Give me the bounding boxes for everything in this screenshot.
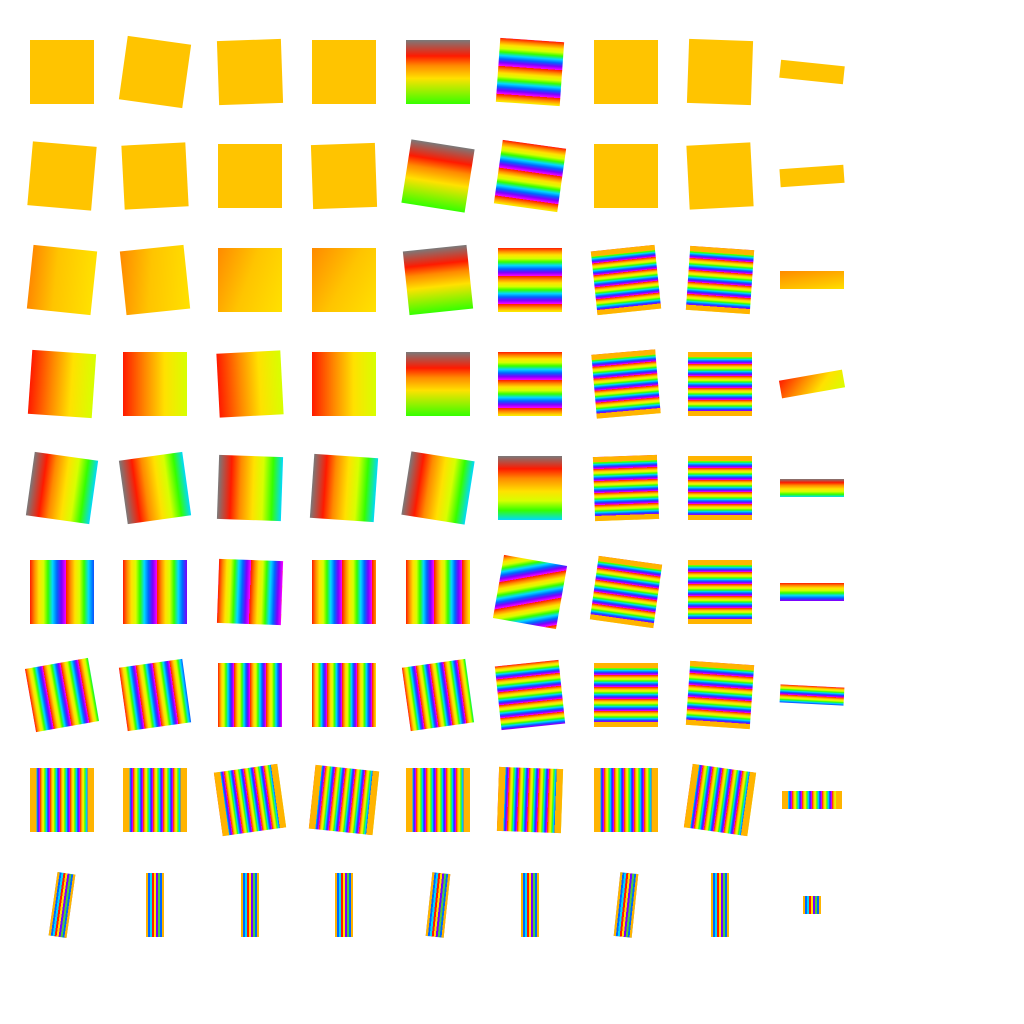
- texture-tile-r9-c3: [241, 873, 259, 937]
- texture-tile-r1-c6: [496, 38, 564, 106]
- texture-tile-r3-c9: [780, 271, 844, 289]
- texture-tile-r6-c3: [217, 559, 283, 625]
- texture-tile-r6-c6: [493, 555, 567, 629]
- texture-tile-r3-c1: [27, 245, 97, 315]
- texture-tile-r7-c3: [218, 663, 282, 727]
- texture-tile-r6-c4: [312, 560, 376, 624]
- texture-tile-r3-c4: [312, 248, 376, 312]
- texture-tile-r7-c4: [312, 663, 376, 727]
- texture-tile-r7-c5: [402, 659, 474, 731]
- texture-tile-r8-c6: [497, 767, 563, 833]
- texture-tile-r3-c8: [686, 246, 754, 314]
- texture-tile-r2-c1: [27, 141, 96, 210]
- texture-tile-r2-c2: [121, 142, 188, 209]
- texture-tile-r4-c9: [779, 370, 845, 399]
- texture-tile-r2-c4: [311, 143, 377, 209]
- texture-tile-r8-c9: [782, 791, 842, 809]
- texture-tile-r7-c2: [119, 659, 191, 731]
- texture-tile-r4-c4: [312, 352, 376, 416]
- texture-tile-r5-c6: [498, 456, 562, 520]
- texture-tile-r5-c3: [217, 455, 283, 521]
- texture-tile-r7-c8: [686, 661, 754, 729]
- texture-tile-r3-c6: [498, 248, 562, 312]
- texture-tile-r4-c7: [591, 349, 660, 418]
- texture-tile-r4-c1: [28, 350, 96, 418]
- texture-tile-r2-c7: [594, 144, 658, 208]
- texture-tile-r1-c2: [119, 36, 191, 108]
- texture-tile-r3-c3: [218, 248, 282, 312]
- texture-tile-r8-c3: [214, 764, 286, 836]
- texture-tile-r9-c9: [803, 896, 821, 914]
- texture-tile-r4-c6: [498, 352, 562, 416]
- texture-tile-r2-c6: [494, 140, 566, 212]
- texture-tile-r9-c5: [426, 872, 451, 938]
- texture-tile-r7-c1: [25, 658, 99, 732]
- texture-tile-r7-c6: [495, 660, 565, 730]
- texture-tile-r2-c9: [779, 165, 844, 187]
- texture-tile-r5-c4: [310, 454, 378, 522]
- texture-tile-r6-c1: [30, 560, 94, 624]
- texture-tile-r8-c5: [406, 768, 470, 832]
- texture-tile-r1-c8: [687, 39, 753, 105]
- texture-tile-r5-c2: [119, 452, 191, 524]
- texture-tile-r6-c5: [406, 560, 470, 624]
- texture-tile-r9-c1: [49, 872, 76, 938]
- texture-tile-r5-c9: [780, 479, 844, 497]
- texture-tile-r3-c7: [591, 245, 661, 315]
- texture-tile-r1-c7: [594, 40, 658, 104]
- texture-tile-r7-c9: [780, 684, 845, 705]
- texture-tile-r4-c5: [406, 352, 470, 416]
- texture-tile-r1-c9: [779, 60, 845, 85]
- texture-tile-r3-c2: [120, 245, 190, 315]
- texture-tile-r1-c1: [30, 40, 94, 104]
- texture-tile-r9-c6: [521, 873, 539, 937]
- texture-tile-r8-c7: [594, 768, 658, 832]
- texture-tile-r5-c8: [688, 456, 752, 520]
- texture-tile-r8-c1: [30, 768, 94, 832]
- texture-tile-r5-c5: [401, 451, 474, 524]
- texture-tile-r9-c4: [335, 873, 353, 937]
- texture-tile-r6-c9: [780, 583, 844, 601]
- texture-tile-r4-c8: [688, 352, 752, 416]
- texture-tile-r2-c8: [686, 142, 753, 209]
- texture-tile-r6-c7: [590, 556, 662, 628]
- texture-tile-r2-c3: [218, 144, 282, 208]
- texture-tile-r9-c7: [614, 872, 639, 938]
- texture-tile-r6-c2: [123, 560, 187, 624]
- texture-tile-r9-c8: [711, 873, 729, 937]
- texture-tile-r1-c3: [217, 39, 283, 105]
- texture-tile-r4-c2: [123, 352, 187, 416]
- texture-tile-r4-c3: [216, 350, 283, 417]
- texture-tile-r1-c5: [406, 40, 470, 104]
- texture-tile-r3-c5: [403, 245, 473, 315]
- texture-tile-r8-c8: [684, 764, 756, 836]
- texture-tile-r8-c4: [309, 765, 379, 835]
- texture-tile-r5-c7: [593, 455, 659, 521]
- texture-tile-r8-c2: [123, 768, 187, 832]
- texture-tile-r6-c8: [688, 560, 752, 624]
- texture-tile-r9-c2: [146, 873, 164, 937]
- texture-tile-r5-c1: [26, 452, 98, 524]
- texture-tile-r1-c4: [312, 40, 376, 104]
- texture-tile-r7-c7: [594, 663, 658, 727]
- texture-tile-r2-c5: [401, 139, 474, 212]
